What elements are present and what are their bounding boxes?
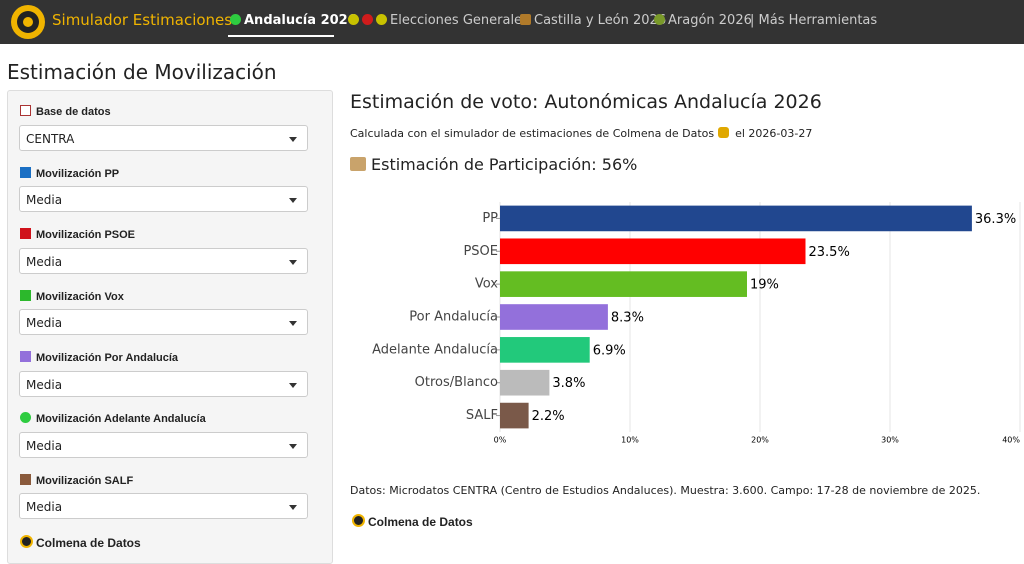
x-tick-label: 20% — [751, 436, 769, 445]
chart-title: Estimación de voto: Autonómicas Andalucí… — [350, 91, 822, 113]
label-text: Movilización PP — [36, 168, 120, 180]
y-tick-label: SALF — [466, 408, 498, 423]
y-tick-label: Por Andalucía — [409, 310, 498, 325]
source: Datos: Microdatos CENTRA (Centro de Estu… — [350, 484, 981, 497]
bar-chart: 0% 10% 20% 30% 40% PP 36.3% PSOE 23.5% Vox 19% Por … — [372, 202, 1021, 445]
select[interactable]: Media — [19, 248, 308, 274]
y-tick-label: Adelante Andalucía — [372, 342, 498, 357]
nav-tab[interactable]: Andalucía 2026 — [230, 13, 357, 28]
label-text: Movilización Vox — [36, 291, 124, 303]
label-text: Movilización Adelante Andalucía — [36, 413, 206, 425]
participation-text: Estimación de Participación: 56% — [371, 155, 638, 174]
tab-label: Aragón 2026 — [668, 13, 752, 28]
field-label: Base de datos — [20, 105, 111, 118]
select[interactable]: Media — [19, 309, 308, 335]
y-tick-label: PSOE — [463, 244, 498, 259]
bar — [500, 205, 972, 232]
value-label: 36.3% — [975, 212, 1016, 227]
nav-tab[interactable]: Elecciones Generales — [348, 13, 529, 28]
subtitle-text: el 2026-03-27 — [735, 127, 813, 140]
field-label: Movilización Por Andalucía — [20, 351, 178, 364]
participation: Estimación de Participación: 56% — [350, 155, 637, 174]
field-label: Movilización PP — [20, 167, 119, 180]
label-text: Movilización Por Andalucía — [36, 352, 179, 364]
nav-tab[interactable]: | Más Herramientas — [750, 13, 877, 28]
bar — [500, 304, 608, 330]
tab-label: Elecciones Generales — [390, 13, 529, 28]
bar — [500, 271, 747, 297]
select[interactable]: CENTRA — [19, 125, 308, 151]
nav-tab[interactable]: Castilla y León 2026 — [520, 13, 666, 28]
value-label: 3.8% — [552, 376, 585, 391]
label-text: Movilización SALF — [36, 475, 134, 487]
value-label: 2.2% — [532, 409, 565, 424]
x-tick-label: 40% — [1002, 436, 1020, 445]
bar — [500, 402, 529, 429]
subtitle: Calculada con el simulador de estimacion… — [350, 127, 812, 140]
x-tick-label: 30% — [881, 436, 899, 445]
label-text: Colmena de Datos — [36, 536, 141, 550]
nav-tab[interactable]: Aragón 2026 — [654, 13, 752, 28]
x-tick-label: 10% — [621, 436, 639, 445]
active-underline — [228, 35, 334, 37]
field-label: Movilización Vox — [20, 290, 124, 303]
field-label: Movilización SALF — [20, 474, 133, 487]
value-label: 8.3% — [611, 311, 644, 326]
y-tick-label: Otros/Blanco — [415, 375, 498, 390]
sidebar-credit: Colmena de Datos — [20, 535, 141, 550]
brand[interactable]: Simulador Estimaciones — [52, 11, 233, 29]
field-label: Movilización Adelante Andalucía — [20, 412, 206, 425]
bar — [500, 238, 806, 265]
field-label: Movilización PSOE — [20, 228, 135, 241]
y-tick-label: PP — [482, 211, 498, 226]
page-title: Estimación de Movilización — [7, 60, 277, 84]
tab-label: Andalucía 2026 — [244, 13, 357, 28]
select[interactable]: Media — [19, 493, 308, 519]
subtitle-text: Calculada con el simulador de estimacion… — [350, 127, 715, 140]
label-text: Base de datos — [36, 106, 111, 118]
tab-label: | Más Herramientas — [750, 13, 878, 28]
select[interactable]: Media — [19, 432, 308, 458]
sidebar: Base de datos CENTRA Movilización PP Med… — [7, 90, 333, 564]
value-label: 23.5% — [809, 245, 850, 260]
value-label: 6.9% — [593, 343, 626, 358]
credit: Colmena de Datos — [352, 514, 473, 529]
tab-label: Castilla y León 2026 — [534, 13, 667, 28]
bar — [500, 337, 590, 363]
value-label: 19% — [750, 278, 779, 293]
select[interactable]: Media — [19, 186, 308, 212]
x-tick-label: 0% — [494, 436, 507, 445]
y-tick-label: Vox — [475, 277, 498, 292]
select[interactable]: Media — [19, 371, 308, 397]
bar — [500, 369, 550, 396]
navbar: Simulador Estimaciones Andalucía 2026 El… — [0, 0, 1024, 44]
credit-text: Colmena de Datos — [368, 515, 473, 529]
logo — [11, 5, 45, 39]
label-text: Movilización PSOE — [36, 229, 136, 241]
